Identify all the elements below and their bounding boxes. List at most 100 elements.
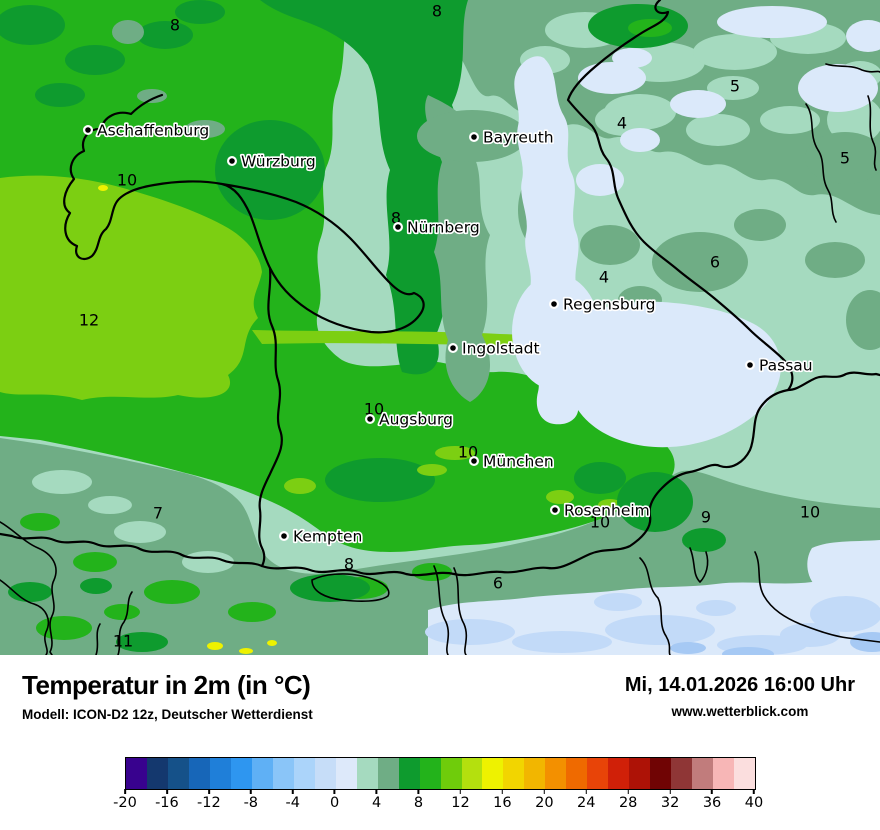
- legend-tick: 32: [661, 789, 679, 811]
- city-label: Ingolstadt: [462, 340, 540, 358]
- city-label: Kempten: [293, 528, 362, 546]
- legend-color-segment: [545, 758, 567, 789]
- legend-tick-label: 40: [744, 795, 764, 811]
- map-footer: Temperatur in 2m (in °C) Modell: ICON-D2…: [0, 655, 880, 830]
- temperature-value-label: 8: [170, 16, 180, 35]
- legend-tick: -20: [113, 789, 137, 811]
- legend-tick-label: 24: [577, 795, 596, 811]
- temperature-value-label: 10: [800, 503, 820, 522]
- legend-tick-mark: [543, 789, 546, 794]
- city-marker-passau: Passau: [745, 355, 814, 376]
- model-info: Modell: ICON-D2 12z, Deutscher Wetterdie…: [22, 707, 313, 722]
- legend-tick-label: -8: [243, 795, 259, 811]
- border-czech-internal-3: [805, 103, 837, 223]
- temperature-value-label: 6: [493, 574, 503, 593]
- legend-tick-label: 28: [618, 795, 638, 811]
- legend-color-segment: [587, 758, 609, 789]
- border-austria-west: [0, 532, 264, 568]
- legend-tick-mark: [124, 789, 126, 794]
- legend-color-segment: [272, 758, 294, 789]
- legend-colorbar: [125, 757, 756, 790]
- legend-tick-label: -4: [285, 795, 300, 811]
- legend-color-segment: [671, 758, 693, 789]
- legend-tick-mark: [459, 789, 462, 794]
- legend-color-segment: [251, 758, 273, 789]
- legend-tick-mark: [711, 789, 713, 794]
- temperature-value-label: 8: [432, 2, 442, 21]
- forecast-datetime: Mi, 14.01.2026 16:00 Uhr: [624, 674, 855, 696]
- legend-tick: -12: [197, 789, 221, 811]
- website-label: www.wetterblick.com: [671, 704, 809, 719]
- legend-tick-mark: [753, 789, 755, 794]
- border-austria-east: [786, 371, 880, 392]
- legend-tick: -4: [285, 789, 300, 811]
- legend-color-segment: [398, 758, 420, 789]
- city-label: Rosenheim: [564, 502, 650, 520]
- city-marker-regensburg: Regensburg: [549, 294, 657, 315]
- city-markers-layer: Aschaffenburg Würzburg Bayreuth Nürnberg Reg…: [83, 120, 814, 547]
- legend-tick-mark: [417, 789, 420, 794]
- legend-color-segment: [419, 758, 441, 789]
- legend-color-segment: [335, 758, 357, 789]
- temperature-value-label: 4: [599, 268, 609, 287]
- terrain-cold-passau: [567, 301, 781, 448]
- city-dot: [747, 362, 753, 368]
- city-dot: [281, 533, 287, 539]
- border-austria-south: [260, 388, 790, 577]
- legend-tick-label: 0: [330, 795, 340, 811]
- legend-tick-mark: [669, 789, 671, 794]
- city-marker-bayreuth: Bayreuth: [469, 127, 555, 148]
- city-dot: [229, 158, 235, 164]
- legend-tick-mark: [375, 789, 378, 794]
- border-corridor-2: [453, 567, 468, 655]
- temperature-value-label: 8: [344, 555, 354, 574]
- legend-color-segment: [209, 758, 231, 789]
- temperature-value-label: 10: [364, 400, 384, 419]
- city-label: Aschaffenburg: [97, 122, 209, 140]
- city-dot: [395, 224, 401, 230]
- temperature-value-label: 8: [391, 209, 401, 228]
- legend-tick-label: 8: [413, 795, 424, 811]
- border-corridor-1: [433, 565, 450, 655]
- legend-tick-label: -16: [155, 795, 179, 811]
- legend-tick-label: -12: [197, 795, 221, 811]
- legend-color-segment: [734, 758, 756, 789]
- city-marker-kempten: Kempten: [279, 526, 364, 547]
- border-austrian-internal-3: [689, 547, 709, 583]
- border-southwest-bavaria: [258, 266, 283, 568]
- city-marker-rosenheim: Rosenheim: [550, 500, 651, 521]
- city-marker-wrzburg: Würzburg: [227, 151, 317, 172]
- city-label: Bayreuth: [483, 129, 554, 147]
- page-title: Temperatur in 2m (in °C): [22, 670, 311, 700]
- legend-tick-mark: [291, 789, 294, 794]
- terrain-darkgreen-band: [260, 0, 468, 375]
- legend-color-segment: [524, 758, 546, 789]
- temperature-value-label: 12: [79, 311, 99, 330]
- city-marker-aschaffenburg: Aschaffenburg: [83, 120, 211, 141]
- border-enclave-loop: [311, 573, 390, 602]
- legend-color-segment: [146, 758, 168, 789]
- legend-tick: -16: [155, 789, 179, 811]
- legend-color-segment: [713, 758, 735, 789]
- legend-tick: -8: [244, 789, 258, 811]
- legend-color-segment: [461, 758, 483, 789]
- temperature-value-label: 10: [590, 513, 610, 532]
- legend-color-segment: [692, 758, 714, 789]
- border-tyrol-1: [0, 521, 57, 655]
- border-czech-internal-2: [867, 95, 877, 171]
- city-dot: [551, 301, 557, 307]
- footer-right: Mi, 14.01.2026 16:00 Uhr www.wetterblick…: [625, 674, 855, 719]
- legend-tick: 4: [372, 789, 381, 811]
- border-austrian-internal-1: [754, 551, 880, 643]
- temperature-value-label: 10: [117, 171, 137, 190]
- city-dot: [450, 345, 456, 351]
- legend-color-segment: [126, 758, 147, 789]
- temperature-value-label: 5: [730, 77, 740, 96]
- terrain-main-green: [0, 0, 675, 552]
- city-marker-mnchen: München: [469, 451, 555, 472]
- legend-tick-mark: [166, 789, 168, 794]
- temperature-map: 8 8 5 4 5 10 8 6 4 12 10 10 7 10 9 10 8 6 11 Aschaffenburg…: [0, 0, 880, 655]
